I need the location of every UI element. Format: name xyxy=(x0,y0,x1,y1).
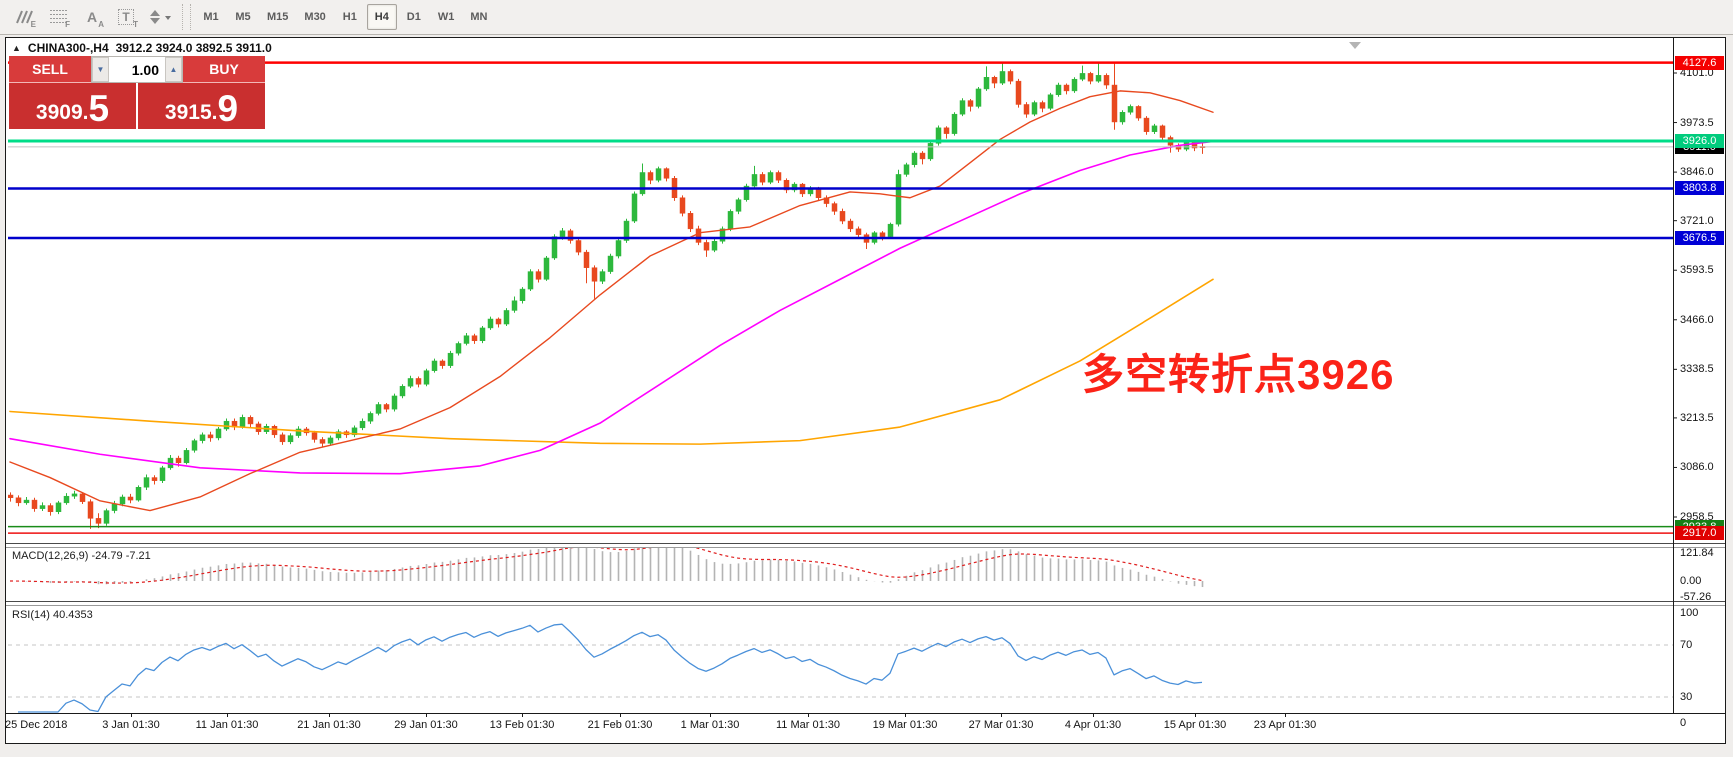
volume-decrease-button[interactable]: ▼ xyxy=(92,57,109,82)
bar-shift-marker-icon[interactable] xyxy=(1349,42,1361,49)
time-tick-label: 27 Mar 01:30 xyxy=(968,719,1034,731)
rsi-pane xyxy=(8,623,1673,713)
buy-button[interactable]: BUY xyxy=(183,56,265,83)
window-right-edge xyxy=(1726,37,1733,745)
price-badge-4127.6[interactable]: 4127.6 xyxy=(1675,55,1724,70)
volume-increase-button[interactable]: ▲ xyxy=(165,57,182,82)
macd-signal-line xyxy=(9,548,1203,584)
chart-text-annotation[interactable]: 多空转折点3926 xyxy=(1082,351,1395,398)
timeframe-button-H1[interactable]: H1 xyxy=(342,11,357,23)
grid-tool-icon[interactable]: F xyxy=(42,3,74,31)
ma-mid-line xyxy=(9,140,1214,475)
price-tick: 3338.5 xyxy=(1680,363,1714,376)
price-badge-3803.8[interactable]: 3803.8 xyxy=(1675,181,1724,196)
rsi-tick: 0 xyxy=(1680,717,1687,729)
macd-label: MACD(12,26,9) -24.79 -7.21 xyxy=(12,550,151,562)
ask-price-main: 3915. xyxy=(164,101,218,124)
rsi-tick: 100 xyxy=(1680,607,1699,619)
bid-price[interactable]: 3909. 5 xyxy=(9,83,136,129)
time-tick-label: 11 Mar 01:30 xyxy=(775,719,841,731)
time-tick-label: 25 Dec 2018 xyxy=(5,719,68,731)
axis-ticks xyxy=(1673,72,1677,518)
price-tick: 3973.5 xyxy=(1680,116,1714,129)
price-tick: 3466.0 xyxy=(1680,313,1714,326)
time-tick-label: 15 Apr 01:30 xyxy=(1163,719,1227,731)
time-ticks xyxy=(131,713,1286,717)
timeframe-button-M15[interactable]: M15 xyxy=(267,11,289,23)
symbol-timeframe-label: CHINA300-,H4 xyxy=(27,41,109,55)
price-tick: 4101.0 xyxy=(1680,67,1714,79)
bid-price-big-digit: 5 xyxy=(88,88,110,129)
timeframe-button-MN[interactable]: MN xyxy=(470,11,488,23)
timeframe-button-M1[interactable]: M1 xyxy=(203,11,219,23)
timeframe-button-W1[interactable]: W1 xyxy=(437,11,455,23)
time-tick-label: 13 Feb 01:30 xyxy=(489,719,555,731)
ask-price[interactable]: 3915. 9 xyxy=(138,83,265,129)
sell-button[interactable]: SELL xyxy=(9,56,91,83)
rsi-tick: 70 xyxy=(1680,639,1693,651)
rsi-label: RSI(14) 40.4353 xyxy=(12,609,93,621)
timeframe-button-M30[interactable]: M30 xyxy=(304,11,326,23)
time-tick-label: 23 Apr 01:30 xyxy=(1253,719,1317,731)
volume-stepper: ▼ ▲ xyxy=(91,56,183,83)
ohlc-quote: 3912.2 3924.0 3892.5 3911.0 xyxy=(115,41,272,55)
time-tick-label: 19 Mar 01:30 xyxy=(872,719,938,731)
macd-tick: 0.00 xyxy=(1680,575,1702,587)
timeframe-group: M1 M5 M15 M30 H1 H4 D1 W1 MN xyxy=(195,4,495,30)
arrows-tool-icon[interactable] xyxy=(144,3,176,31)
time-tick-label: 29 Jan 01:30 xyxy=(394,719,458,731)
quote-header: ▲ CHINA300-,H4 3912.2 3924.0 3892.5 3911… xyxy=(12,41,272,55)
macd-tick: 121.84 xyxy=(1680,547,1714,559)
level-lines-layer[interactable] xyxy=(8,61,1673,534)
timeframe-button-H4[interactable]: H4 xyxy=(366,4,397,30)
one-click-trade-panel: SELL ▼ ▲ BUY 3909.5 3915.9 xyxy=(9,56,265,129)
rsi-line xyxy=(18,623,1203,713)
ma-slow-line xyxy=(9,278,1214,445)
time-tick-label: 21 Jan 01:30 xyxy=(297,719,361,731)
price-tick: 3721.0 xyxy=(1680,214,1714,227)
price-pane xyxy=(8,62,1214,529)
price-tick: 3213.5 xyxy=(1680,411,1714,424)
macd-tick: -57.26 xyxy=(1680,591,1712,603)
time-tick-label: 3 Jan 01:30 xyxy=(102,719,160,731)
toolbar-separator xyxy=(182,4,191,30)
time-tick-label: 4 Apr 01:30 xyxy=(1064,719,1122,731)
volume-input[interactable] xyxy=(109,57,165,82)
bid-price-main: 3909. xyxy=(35,101,89,124)
rsi-tick: 30 xyxy=(1680,691,1693,703)
ask-price-big-digit: 9 xyxy=(217,88,239,129)
price-tick: 3086.0 xyxy=(1680,461,1714,474)
timeframe-button-D1[interactable]: D1 xyxy=(406,11,421,23)
macd-pane xyxy=(9,548,1204,588)
candles-layer xyxy=(8,62,1206,529)
collapse-panel-icon[interactable]: ▲ xyxy=(12,43,21,53)
price-badge-2917.0[interactable]: 2917.0 xyxy=(1675,526,1724,541)
ma-fast-line xyxy=(9,90,1214,512)
price-tick: 3593.5 xyxy=(1680,264,1714,277)
price-badge-3676.5[interactable]: 3676.5 xyxy=(1675,230,1724,245)
expert-chart-tool-icon[interactable]: E xyxy=(8,3,40,31)
time-tick-label: 21 Feb 01:30 xyxy=(587,719,653,731)
price-badge-3926.0[interactable]: 3926.0 xyxy=(1675,134,1724,148)
time-tick-label: 1 Mar 01:30 xyxy=(680,719,740,731)
pane-borders xyxy=(6,38,1725,714)
chart-window[interactable] xyxy=(5,37,1726,744)
timeframe-button-M5[interactable]: M5 xyxy=(235,11,251,23)
price-tick: 3846.0 xyxy=(1680,166,1714,179)
time-tick-label: 11 Jan 01:30 xyxy=(195,719,259,731)
